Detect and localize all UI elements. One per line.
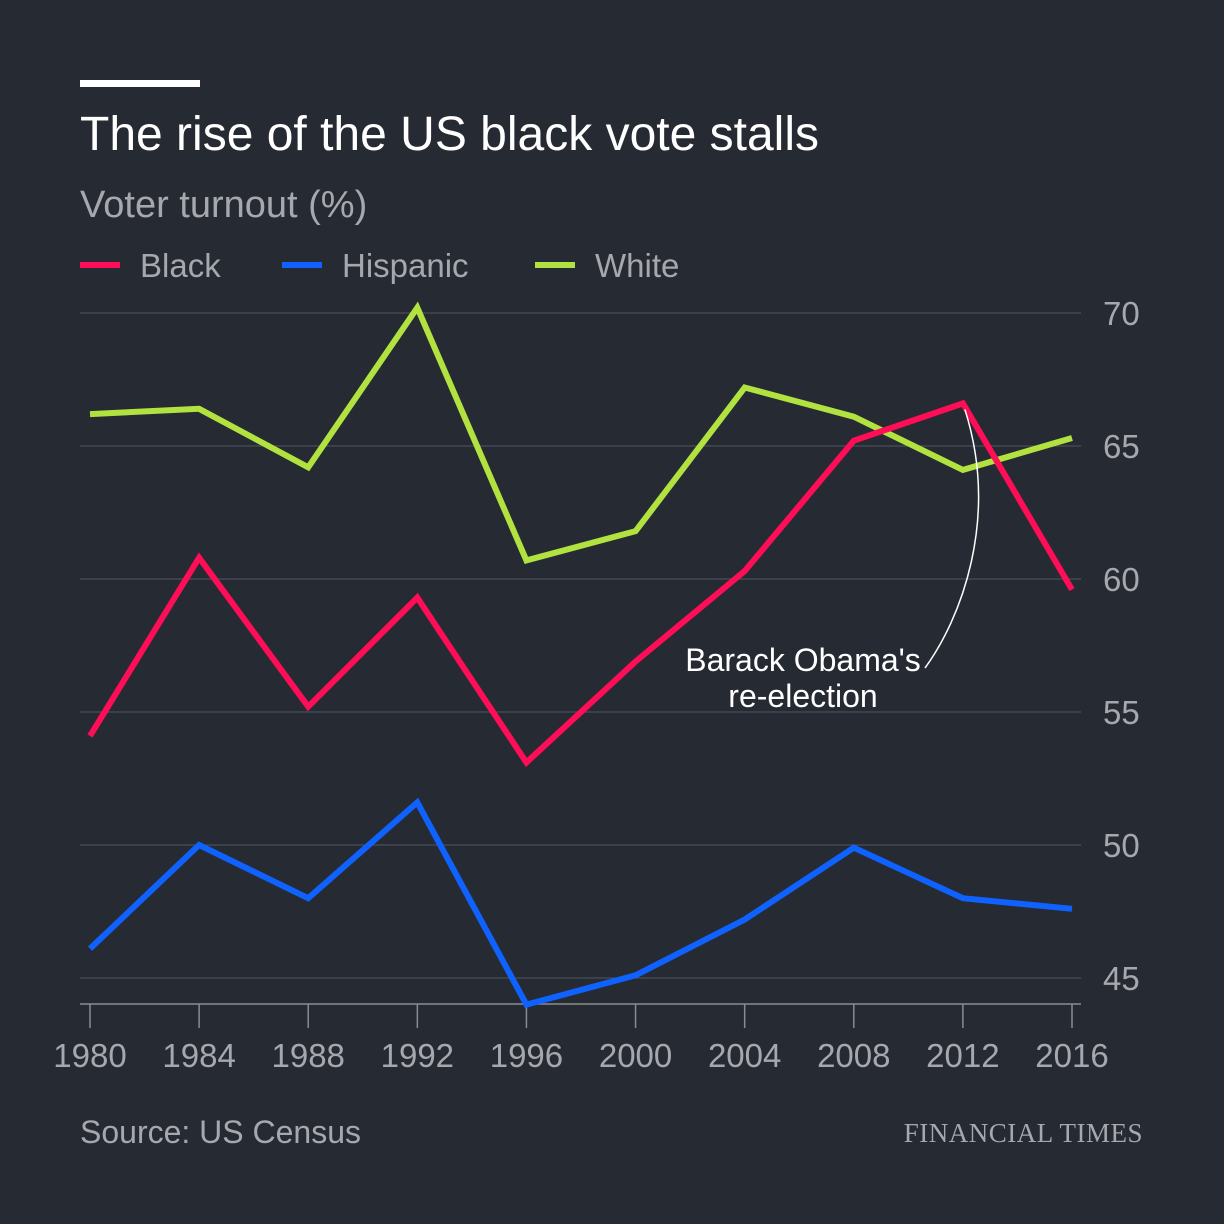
y-tick-label: 45: [1103, 960, 1140, 997]
x-tick-label: 1984: [162, 1037, 235, 1074]
title-accent-bar: [80, 80, 200, 87]
x-tick-label: 2016: [1035, 1037, 1108, 1074]
x-tick-label: 2000: [599, 1037, 672, 1074]
legend: Black Hispanic White: [80, 247, 679, 284]
y-tick-label: 55: [1103, 694, 1140, 731]
x-tick-label: 1996: [490, 1037, 563, 1074]
annotation-label: Barack Obama's: [685, 642, 921, 678]
x-tick-label: 2008: [817, 1037, 890, 1074]
annotation: Barack Obama'sre-election: [685, 409, 980, 714]
x-tick-label: 1980: [53, 1037, 126, 1074]
y-tick-label: 70: [1103, 295, 1140, 332]
chart-title: The rise of the US black vote stalls: [80, 108, 819, 161]
brand-logo: FINANCIAL TIMES: [904, 1118, 1143, 1148]
legend-label: Hispanic: [342, 247, 469, 284]
legend-label: White: [595, 247, 679, 284]
y-tick-label: 50: [1103, 827, 1140, 864]
y-axis: 45 50 55 60 65 70: [1103, 295, 1140, 997]
x-tick-label: 1992: [381, 1037, 454, 1074]
series-line-hispanic: [87, 797, 1073, 1009]
series-line-black: [87, 399, 1075, 768]
x-tick-label: 2012: [926, 1037, 999, 1074]
source-note: Source: US Census: [80, 1114, 361, 1150]
annotation-leader-line: [924, 409, 980, 669]
series-line-white: [89, 301, 1073, 564]
y-tick-label: 65: [1103, 428, 1140, 465]
x-tick-label: 2004: [708, 1037, 781, 1074]
legend-label: Black: [140, 247, 221, 284]
series-lines: [87, 301, 1075, 1009]
chart-subtitle: Voter turnout (%): [80, 184, 367, 226]
y-tick-label: 60: [1103, 561, 1140, 598]
x-axis: 1980 1984 1988 1992 1996 2000 2004 2008 2012 2016: [53, 1003, 1109, 1074]
x-tick-label: 1988: [272, 1037, 345, 1074]
annotation-label: re-election: [728, 678, 877, 714]
